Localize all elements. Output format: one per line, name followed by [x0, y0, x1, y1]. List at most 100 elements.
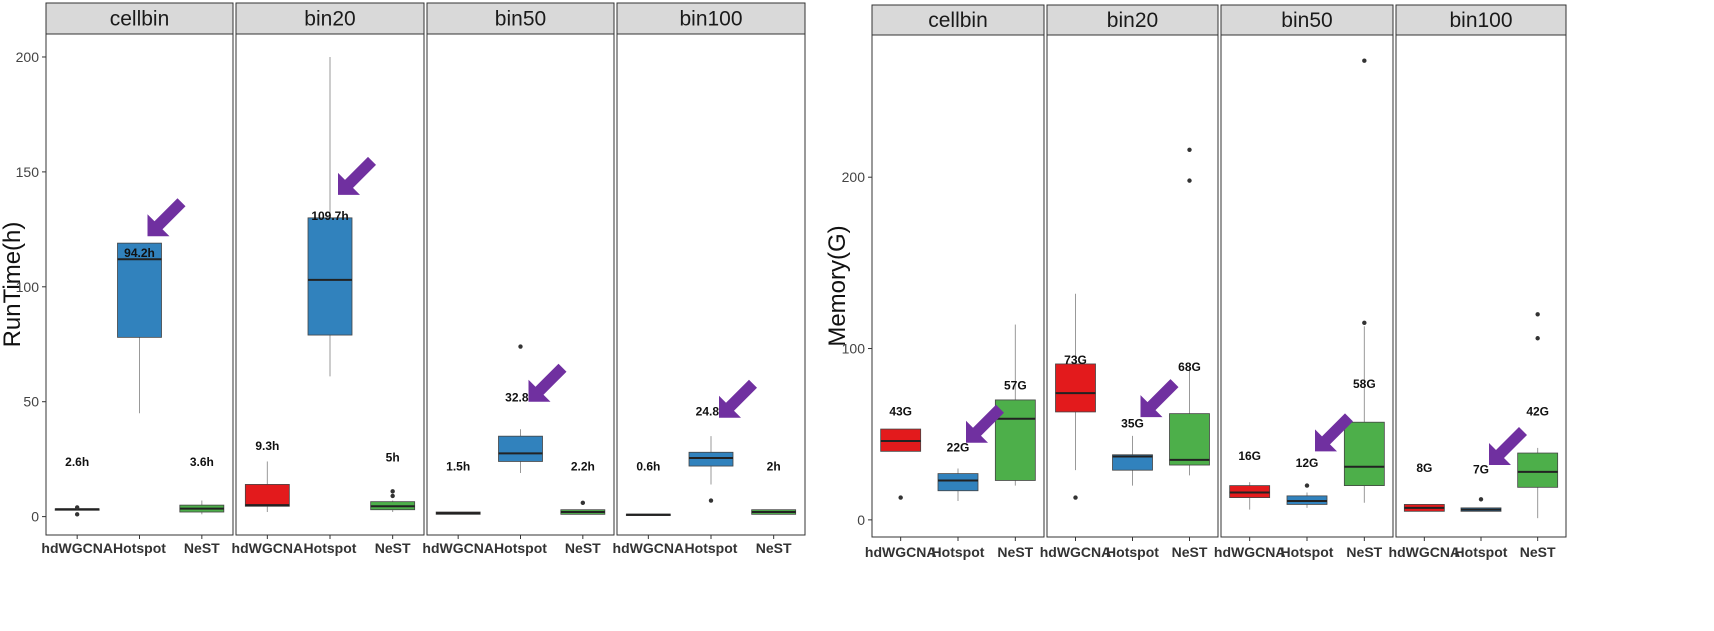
x-category-label: NeST — [184, 540, 220, 556]
y-tick-label: 100 — [842, 341, 866, 357]
y-tick-label: 0 — [857, 512, 865, 528]
box-Hotspot — [1112, 435, 1153, 486]
box-NeST — [1517, 312, 1559, 519]
value-label: 12G — [1296, 456, 1319, 470]
box-Hotspot — [1460, 497, 1502, 512]
x-category-label: NeST — [565, 540, 601, 556]
facet-panel-bin100: bin100 hdWGCNA Hotspot NeST 0.6h 24.8h 2h — [613, 2, 806, 556]
x-category-label: hdWGCNA — [41, 540, 113, 556]
highlight-arrow-icon — [719, 379, 757, 418]
box-iqr — [498, 435, 543, 462]
y-axis-label: Memory(G) — [824, 225, 851, 346]
value-label: 2.6h — [65, 455, 89, 469]
box-iqr — [1517, 452, 1559, 488]
box-NeST — [560, 500, 606, 515]
facet-strip — [1220, 4, 1394, 36]
value-label: 35G — [1121, 416, 1144, 430]
y-tick-label: 0 — [31, 509, 39, 525]
y-tick-label: 100 — [16, 279, 40, 295]
value-label: 2h — [767, 460, 781, 474]
value-label: 73G — [1064, 353, 1087, 367]
x-category-label: Hotspot — [113, 540, 166, 556]
value-label: 109.7h — [311, 209, 348, 223]
value-label: 68G — [1178, 360, 1201, 374]
box-NeST — [751, 509, 797, 515]
outlier-point — [708, 498, 714, 503]
outlier-point — [1304, 483, 1310, 488]
facet-strip-label: bin100 — [1449, 9, 1512, 32]
x-category-label: NeST — [756, 540, 792, 556]
outlier-point — [1362, 320, 1367, 326]
highlight-arrow-icon — [528, 363, 567, 402]
value-label: 16G — [1238, 449, 1261, 463]
facet-strip-label: bin20 — [1107, 9, 1158, 32]
value-label: 22G — [947, 440, 970, 454]
box-Hotspot — [688, 436, 734, 503]
value-label: 0.6h — [636, 460, 660, 474]
facet-panel-bin20: bin20 hdWGCNA Hotspot NeST 9.3h 109.7h 5h — [232, 2, 425, 556]
value-label: 58G — [1353, 377, 1376, 391]
facet-strip-label: bin50 — [1281, 9, 1332, 32]
facet-strip-label: bin50 — [495, 8, 546, 31]
value-label: 5h — [386, 450, 400, 464]
x-category-label: hdWGCNA — [865, 544, 937, 560]
outlier-point — [74, 512, 80, 517]
box-hdWGCNA — [1055, 293, 1096, 500]
outlier-point — [74, 505, 80, 510]
outlier-point — [580, 500, 586, 506]
x-category-label: NeST — [1346, 544, 1382, 560]
facet-strip — [871, 4, 1045, 36]
outlier-point — [1187, 147, 1192, 152]
box-hdWGCNA — [1403, 504, 1445, 512]
value-label: 9.3h — [255, 439, 279, 453]
value-label: 57G — [1004, 379, 1027, 393]
box-iqr — [688, 451, 734, 467]
x-category-label: Hotspot — [1281, 544, 1334, 560]
x-category-label: Hotspot — [494, 540, 547, 556]
box-NeST — [370, 489, 416, 513]
x-category-label: NeST — [1520, 544, 1556, 560]
box-Hotspot — [307, 56, 353, 377]
x-category-label: Hotspot — [932, 544, 985, 560]
value-label: 7G — [1473, 463, 1489, 477]
x-category-label: hdWGCNA — [1214, 544, 1286, 560]
x-category-label: NeST — [1172, 544, 1208, 560]
facet-strip-label: bin100 — [679, 8, 742, 31]
outlier-point — [390, 489, 395, 494]
x-category-label: NeST — [997, 544, 1033, 560]
outlier-point — [1535, 312, 1540, 317]
value-label: 42G — [1526, 404, 1549, 418]
box-NeST — [1169, 147, 1210, 476]
facet-strip — [45, 2, 234, 35]
value-label: 1.5h — [446, 460, 470, 474]
value-label: 94.2h — [124, 246, 155, 260]
box-Hotspot — [117, 242, 162, 414]
box-iqr — [1112, 454, 1153, 471]
value-label: 32.8h — [505, 391, 536, 405]
box-Hotspot — [498, 344, 543, 473]
facet-strip-label: cellbin — [110, 8, 170, 31]
highlight-arrow-icon — [966, 404, 1004, 443]
x-category-label: Hotspot — [685, 540, 738, 556]
y-tick-label: 200 — [842, 169, 866, 185]
outlier-point — [1535, 336, 1540, 341]
box-NeST — [1343, 58, 1385, 503]
outlier-point — [518, 344, 523, 349]
box-hdWGCNA — [435, 511, 481, 515]
x-category-label: Hotspot — [1455, 544, 1508, 560]
box-Hotspot — [937, 468, 979, 502]
box-iqr — [937, 473, 979, 492]
box-NeST — [994, 324, 1036, 486]
outlier-point — [1362, 58, 1367, 63]
highlight-arrow-icon — [147, 198, 186, 237]
facet-strip-label: cellbin — [928, 9, 988, 32]
box-hdWGCNA — [1229, 482, 1271, 510]
facet-strip-label: bin20 — [304, 8, 355, 31]
box-Hotspot — [1286, 483, 1328, 508]
value-label: 3.6h — [190, 455, 214, 469]
